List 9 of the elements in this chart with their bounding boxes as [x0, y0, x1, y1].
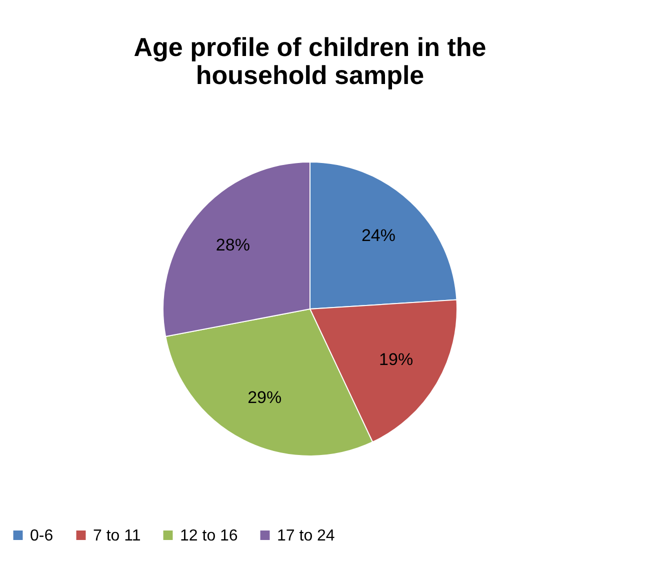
chart-title: Age profile of children in the household sample	[134, 32, 486, 90]
legend-label: 0-6	[30, 527, 54, 544]
legend-label: 12 to 16	[180, 527, 238, 544]
legend-label: 7 to 11	[93, 527, 141, 544]
data-label: 28%	[216, 235, 250, 254]
data-label: 19%	[379, 350, 414, 369]
legend-label: 17 to 24	[277, 527, 335, 544]
data-label: 29%	[248, 388, 282, 408]
data-label: 24%	[361, 226, 396, 246]
